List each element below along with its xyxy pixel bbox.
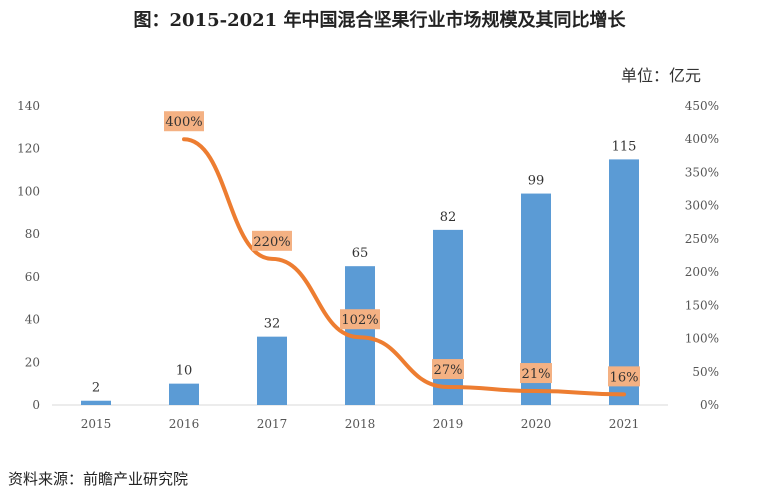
left-axis-tick: 80 (25, 227, 40, 241)
growth-label-bg (520, 363, 552, 384)
bar-value-label: 32 (264, 317, 281, 332)
left-axis-tick: 120 (17, 142, 40, 156)
left-axis-tick: 140 (17, 99, 40, 113)
growth-label-text: 220% (253, 235, 290, 250)
growth-label-bg (340, 309, 380, 330)
bar (609, 159, 639, 405)
right-axis-tick: 400% (685, 132, 719, 146)
chart-title: 图：2015-2021 年中国混合坚果行业市场规模及其同比增长 (133, 10, 626, 31)
right-axis-tick: 450% (685, 99, 719, 113)
growth-label: 16% (608, 366, 640, 387)
growth-label-text: 16% (610, 370, 639, 385)
right-axis-tick: 350% (685, 165, 719, 179)
growth-label: 27% (432, 359, 464, 380)
right-axis-tick: 150% (685, 298, 719, 312)
left-axis-tick: 60 (25, 270, 40, 284)
bar-value-label: 10 (176, 364, 193, 379)
growth-label-text: 27% (434, 363, 463, 378)
source-note: 资料来源：前瞻产业研究院 (8, 470, 189, 488)
right-axis-tick: 300% (685, 199, 719, 213)
left-axis-tick: 40 (25, 313, 40, 327)
left-axis-tick: 20 (25, 355, 40, 369)
growth-label-bg (164, 111, 204, 132)
bar (257, 336, 287, 405)
x-axis-tick: 2019 (433, 417, 464, 431)
right-axis-tick: 100% (685, 332, 719, 346)
growth-label-text: 400% (165, 115, 202, 130)
bar-value-label: 65 (352, 246, 369, 261)
bar-value-label: 2 (92, 381, 100, 396)
growth-label: 102% (340, 309, 380, 330)
growth-label: 21% (520, 363, 552, 384)
x-axis-tick: 2021 (609, 417, 640, 431)
right-axis-tick: 0% (700, 398, 719, 412)
right-axis-tick: 200% (685, 265, 719, 279)
growth-label-bg (608, 366, 640, 387)
growth-label: 220% (252, 230, 292, 251)
bar (169, 383, 199, 405)
right-axis-tick: 50% (692, 365, 719, 379)
growth-label: 400% (164, 111, 204, 132)
growth-line (182, 137, 626, 397)
growth-label-text: 102% (341, 313, 378, 328)
right-axis-tick: 250% (685, 232, 719, 246)
bar (81, 400, 111, 405)
x-axis-tick: 2020 (521, 417, 552, 431)
left-axis-tick: 0 (32, 398, 40, 412)
left-axis-tick: 100 (17, 184, 40, 198)
x-axis-tick: 2015 (81, 417, 112, 431)
bar-value-label: 115 (612, 139, 637, 154)
bar-value-label: 99 (528, 174, 545, 189)
x-axis-tick: 2017 (257, 417, 288, 431)
growth-label-text: 21% (522, 367, 551, 382)
x-axis-tick: 2018 (345, 417, 376, 431)
unit-label: 单位：亿元 (620, 66, 701, 85)
x-axis-tick: 2016 (169, 417, 200, 431)
bar-value-label: 82 (440, 210, 457, 225)
growth-label-bg (432, 359, 464, 380)
growth-label-bg (252, 230, 292, 251)
